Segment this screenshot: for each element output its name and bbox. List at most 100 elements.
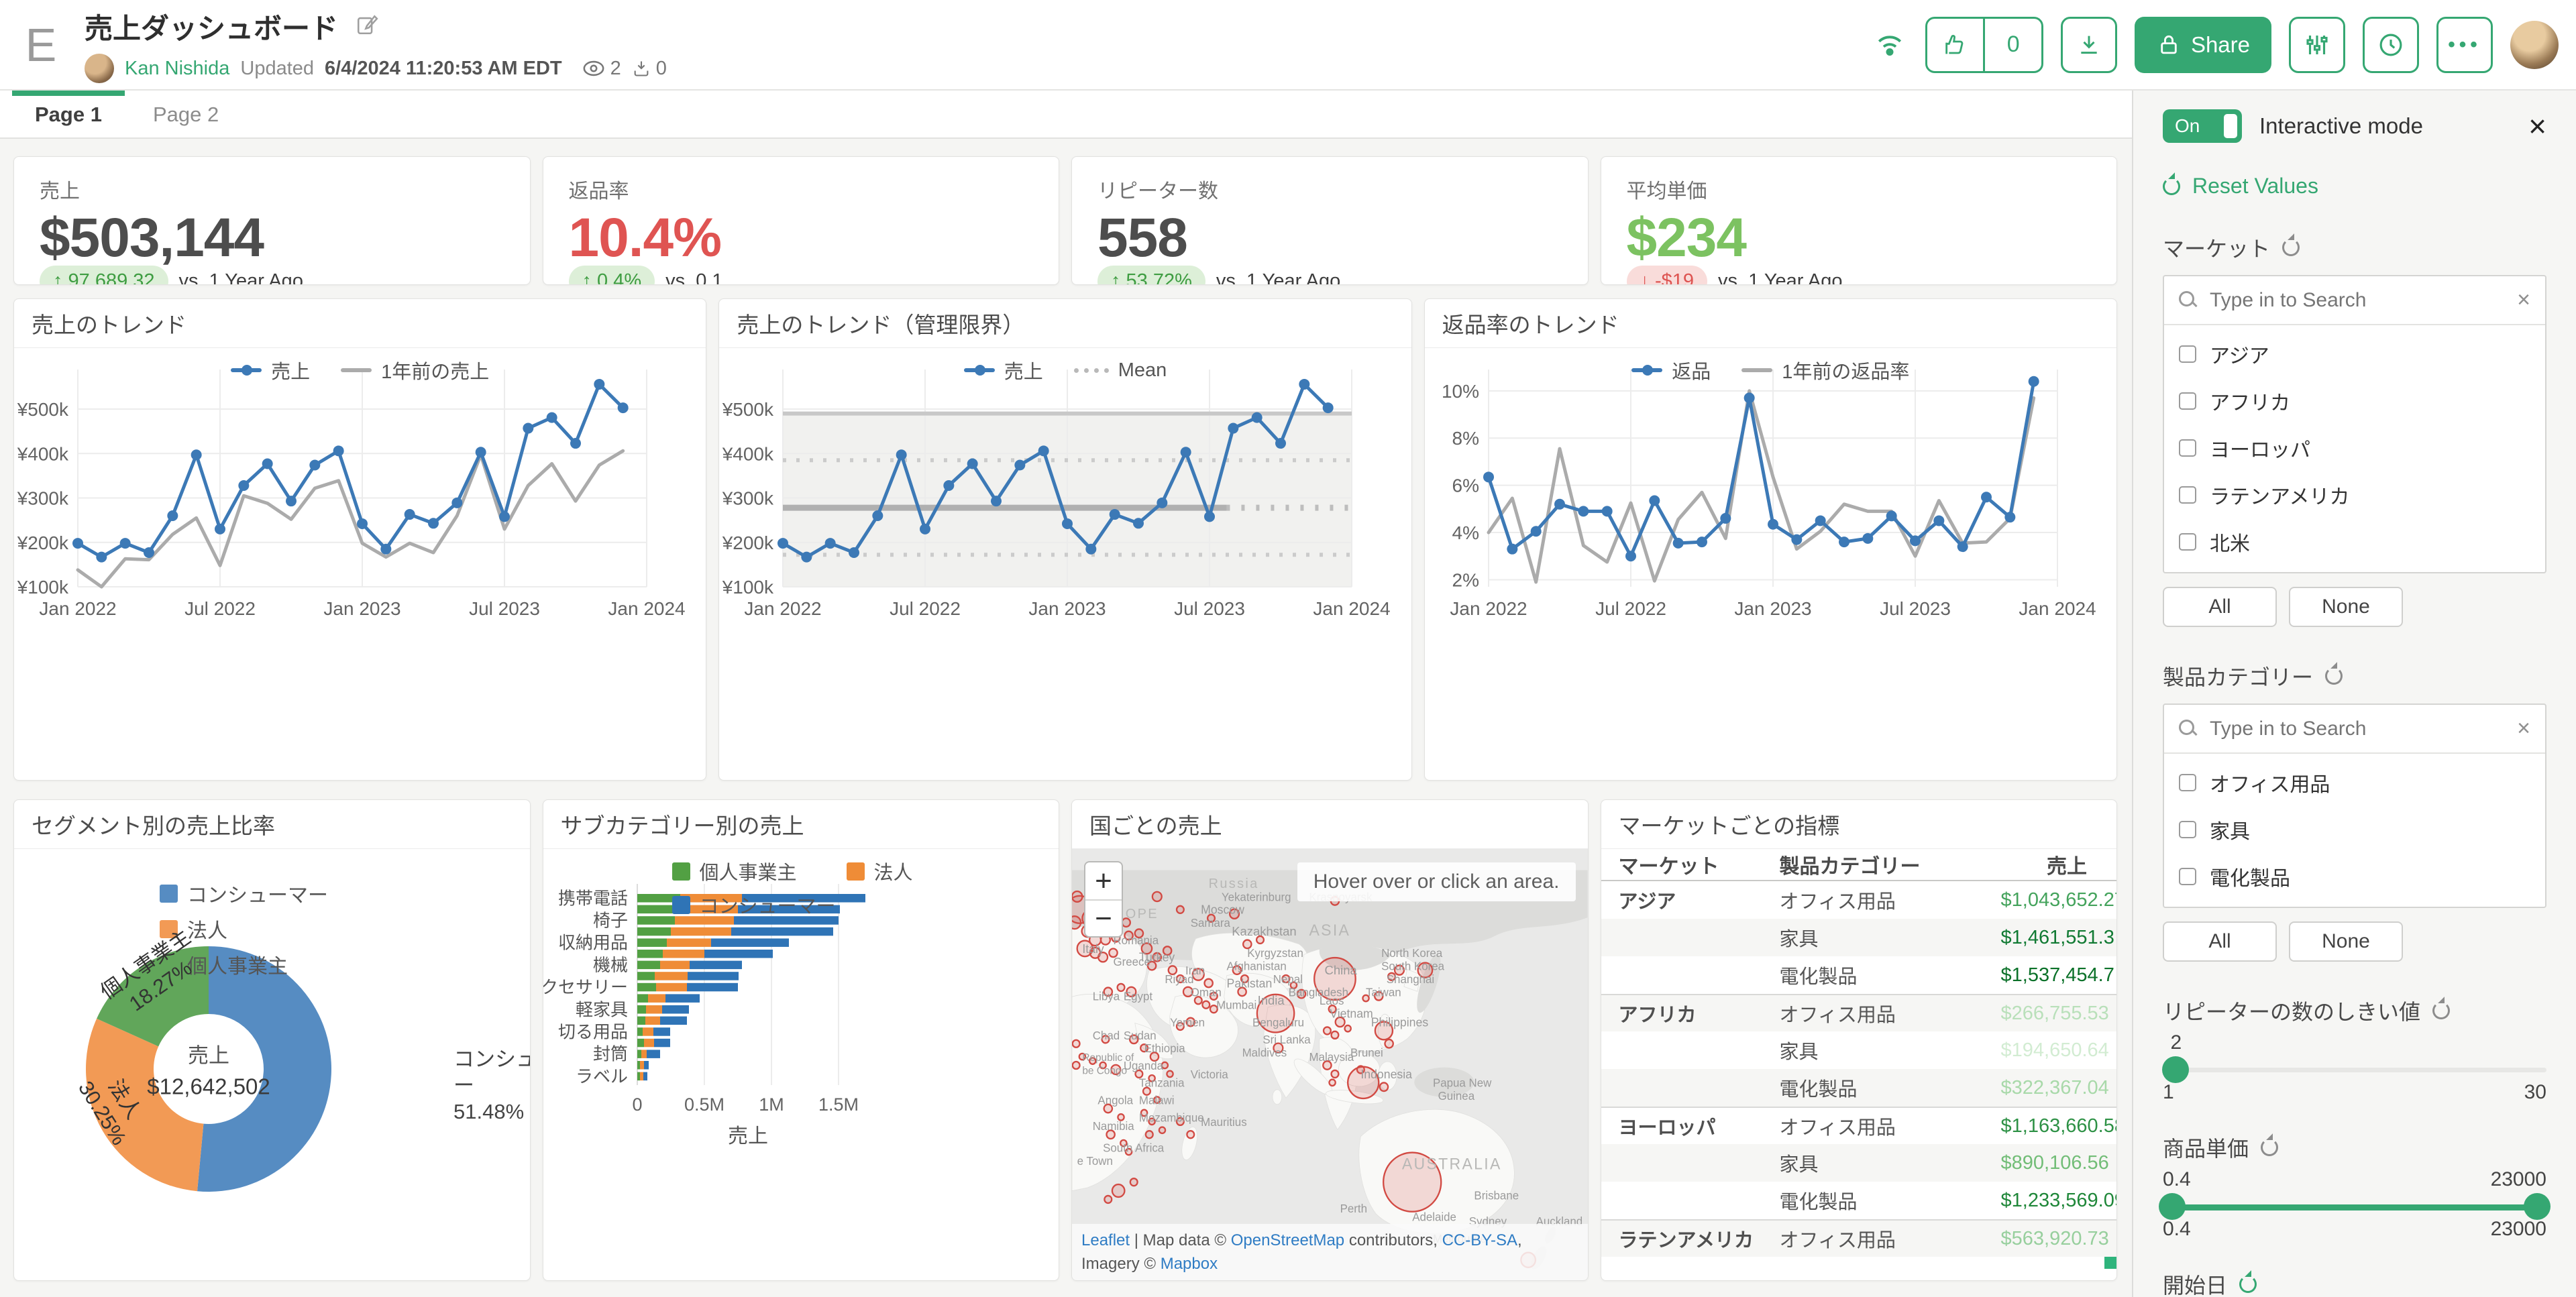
kpi-card-return-rate[interactable]: 返品率 10.4% ↑ 0.4% vs. 0.1 [542, 156, 1059, 285]
map-card-sales-by-country[interactable]: 国ごとの売上 [1071, 799, 1589, 1281]
bar-card-subcategory[interactable]: サブカテゴリー別の売上 個人事業主 法人 コンシューマー 0 0.5M 1M 1.5M 売上… [542, 799, 1059, 1281]
checkbox[interactable] [2179, 533, 2196, 551]
svg-text:Yekaterinburg: Yekaterinburg [1222, 891, 1291, 903]
table-row[interactable]: 家具 $1,461,551.3 [1601, 919, 2116, 956]
svg-text:Jul 2023: Jul 2023 [469, 598, 540, 619]
kpi-card-sales[interactable]: 売上 $503,144 ↑ 97,689.32 vs. 1 Year Ago [13, 156, 531, 285]
return-rate-chart[interactable]: Jan 2022 Jul 2022 Jan 2023 Jul 2023 Jan 2024… [1425, 348, 2116, 780]
clear-search-icon[interactable]: × [2517, 287, 2530, 313]
more-button[interactable]: ••• [2436, 16, 2493, 73]
range-handle-high[interactable] [2524, 1193, 2551, 1220]
interactive-mode-toggle[interactable]: On [2163, 109, 2242, 143]
slider-handle[interactable] [2162, 1056, 2190, 1083]
market-search-input[interactable] [2210, 288, 2506, 312]
filter-option[interactable]: 家具 [2164, 806, 2545, 853]
control-limits-chart[interactable]: Jan 2022 Jul 2022 Jan 2023 Jul 2023 Jan 2024… [719, 348, 1411, 780]
table-row[interactable]: ヨーロッパ オフィス用品 $1,163,660.58 [1601, 1107, 2116, 1144]
filter-option[interactable]: オフィス用品 [2164, 759, 2545, 806]
thumbs-up-icon[interactable] [1927, 19, 1984, 71]
filter-option[interactable]: 電化製品 [2164, 853, 2545, 900]
svg-text:Kyrgyzstan: Kyrgyzstan [1247, 947, 1303, 960]
legend-item: 売上 [231, 356, 310, 384]
legend-item: コンシューマー [160, 879, 328, 908]
range-handle-low[interactable] [2159, 1193, 2186, 1220]
leaflet-map[interactable]: RussiaMoscowYekaterinburgKrasnoyarskSama… [1072, 849, 1588, 1280]
chart-title: セグメント別の売上比率 [14, 800, 530, 849]
svg-text:Jan 2022: Jan 2022 [39, 598, 116, 619]
user-avatar[interactable] [2510, 20, 2559, 69]
table-row[interactable]: 電化製品 $1,537,454.7 [1601, 956, 2117, 994]
svg-text:6%: 6% [1452, 475, 1479, 496]
author-name[interactable]: Kan Nishida [125, 57, 230, 79]
table-row[interactable]: 電化製品 $1,233,569.09 [1601, 1182, 2117, 1219]
donut-card-segment-share[interactable]: セグメント別の売上比率 コンシューマー 法人 個人事業主 売上 $12,642,50… [13, 799, 531, 1281]
attribution-link[interactable]: CC-BY-SA [1442, 1231, 1518, 1250]
kpi-label: 返品率 [568, 180, 629, 203]
table-row[interactable]: アフリカ オフィス用品 $266,755.53 [1601, 994, 2116, 1031]
clear-search-icon[interactable]: × [2517, 716, 2530, 741]
filter-option[interactable]: ラテンアメリカ [2164, 471, 2545, 518]
table-card-market-metrics[interactable]: マーケットごとの指標 マーケット 製品カテゴリー 売上 アジア オフィス用品 $1,… [1600, 799, 2117, 1281]
refresh-icon[interactable] [2261, 1139, 2279, 1156]
checkbox[interactable] [2179, 392, 2196, 410]
attribution-link[interactable]: Mapbox [1160, 1255, 1218, 1274]
checkbox[interactable] [2179, 439, 2196, 457]
repeater-threshold-slider[interactable]: 2 1 30 [2162, 1031, 2546, 1103]
select-all-button[interactable]: All [2163, 587, 2277, 627]
table-row[interactable]: 家具 $890,106.56 [1601, 1144, 2116, 1182]
zoom-in-button[interactable]: + [1095, 864, 1112, 897]
table-row[interactable]: 電化製品 $322,367.04 [1601, 1069, 2116, 1107]
category-search-input[interactable] [2210, 717, 2506, 740]
segment-donut-chart[interactable] [14, 849, 530, 1280]
checkbox[interactable] [2179, 486, 2196, 504]
chart-card-return-trend[interactable]: 返品率のトレンド 返品 1年前の返品率 Jan 2022 Jul 2022 Jan 2… [1424, 298, 2117, 781]
checkbox[interactable] [2179, 868, 2196, 885]
tab-page-2[interactable]: Page 2 [152, 103, 219, 126]
chart-legend: 返品 1年前の返品率 [1425, 356, 2116, 384]
refresh-icon[interactable] [2432, 1002, 2451, 1019]
select-none-button[interactable]: None [2289, 921, 2403, 962]
edit-title-icon[interactable] [356, 13, 378, 40]
svg-text:Jul 2023: Jul 2023 [1880, 598, 1951, 619]
subcategory-bar-chart[interactable]: 0 0.5M 1M 1.5M 売上 携帯電話椅子収納用品機械アクセサリー軽家具切る用品封筒… [543, 849, 1059, 1280]
share-button[interactable]: Share [2134, 16, 2271, 73]
chart-card-sales-trend[interactable]: 売上のトレンド 売上 1年前の売上 Jan 2022 Jul 2022 Jan 202… [13, 298, 707, 781]
unit-price-range-slider[interactable]: 0.4 23000 0.4 23000 [2159, 1168, 2551, 1246]
filter-option[interactable]: アフリカ [2164, 378, 2545, 425]
table-row[interactable]: ラテンアメリカ オフィス用品 $563,920.73 [1601, 1219, 2116, 1257]
filter-option[interactable]: ヨーロッパ [2164, 425, 2545, 471]
like-count[interactable]: 0 [1983, 18, 2041, 71]
reset-values-button[interactable]: Reset Values [2163, 174, 2546, 199]
tab-page-1[interactable]: Page 1 [9, 91, 127, 137]
download-button[interactable] [2060, 16, 2117, 73]
kpi-card-repeaters[interactable]: リピーター数 558 ↑ 53.72% vs. 1 Year Ago [1071, 156, 1589, 285]
table-row[interactable]: アジア オフィス用品 $1,043,652.27 [1601, 881, 2117, 919]
like-button[interactable]: 0 [1925, 16, 2043, 73]
select-none-button[interactable]: None [2289, 587, 2403, 627]
checkbox[interactable] [2179, 345, 2196, 363]
legend-item: 返品 [1631, 356, 1711, 384]
select-all-button[interactable]: All [2163, 921, 2277, 962]
map-zoom-control[interactable]: + − [1084, 861, 1123, 938]
filter-option[interactable]: アジア [2164, 331, 2545, 378]
sales-trend-chart[interactable]: Jan 2022 Jul 2022 Jan 2023 Jul 2023 Jan 2024… [14, 348, 706, 780]
attribution-link[interactable]: OpenStreetMap [1230, 1231, 1345, 1250]
refresh-icon[interactable] [2325, 667, 2343, 685]
updated-timestamp: 6/4/2024 11:20:53 AM EDT [325, 57, 562, 79]
checkbox[interactable] [2179, 774, 2196, 791]
kpi-card-avg-price[interactable]: 平均単価 $234 ↓ -$19 vs. 1 Year Ago [1600, 156, 2117, 285]
svg-text:Vietnam: Vietnam [1330, 1007, 1373, 1020]
filter-option[interactable]: 北米 [2164, 518, 2545, 565]
attribution-link[interactable]: Leaflet [1081, 1231, 1130, 1250]
bar-legend: 個人事業主 法人 コンシューマー [672, 857, 913, 919]
chart-card-control-limits[interactable]: 売上のトレンド（管理限界） 売上 Mean Jan 2022 Jul 2022 Jan… [718, 298, 1412, 781]
zoom-out-button[interactable]: − [1085, 899, 1122, 936]
close-panel-icon[interactable]: × [2528, 109, 2546, 144]
parameters-button[interactable] [2289, 16, 2345, 73]
refresh-icon[interactable] [2282, 239, 2300, 256]
chart-title: 売上のトレンド（管理限界） [719, 299, 1411, 348]
checkbox[interactable] [2179, 821, 2196, 838]
refresh-icon[interactable] [2239, 1276, 2257, 1293]
table-row[interactable]: 家具 $194,650.64 [1601, 1031, 2117, 1069]
history-button[interactable] [2363, 16, 2419, 73]
